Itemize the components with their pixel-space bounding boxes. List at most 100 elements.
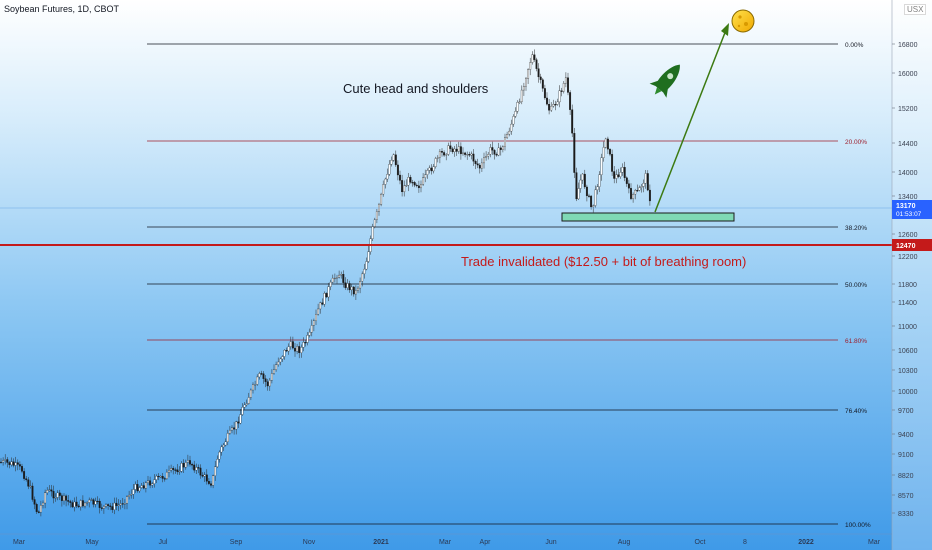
candle-body xyxy=(357,287,359,291)
candle-body xyxy=(384,178,387,185)
y-tick-label: 11000 xyxy=(898,324,917,331)
candle-body xyxy=(327,286,330,298)
candle-body xyxy=(262,373,265,379)
candle-body xyxy=(92,499,95,505)
candle-body xyxy=(243,404,246,408)
candle-body xyxy=(606,138,609,150)
candle-body xyxy=(342,274,345,283)
candle-body xyxy=(413,182,416,186)
candle-body xyxy=(373,219,376,227)
candle-body xyxy=(602,147,605,158)
candle-body xyxy=(144,482,147,489)
candle-body xyxy=(447,145,450,155)
y-tick-label: 11400 xyxy=(898,300,917,307)
candle-body xyxy=(579,179,582,189)
candle-body xyxy=(346,283,349,288)
currency-badge[interactable]: USX xyxy=(904,4,927,15)
y-tick-label: 9700 xyxy=(898,408,914,415)
candle-body xyxy=(531,54,534,63)
candle-body xyxy=(518,101,521,103)
candle-body xyxy=(289,341,292,347)
rocket-icon xyxy=(649,64,680,98)
candle-body xyxy=(550,105,553,111)
candle-body xyxy=(46,490,49,493)
candle-body xyxy=(527,69,530,79)
candle-body xyxy=(594,189,597,206)
candle-body xyxy=(501,146,504,150)
candle-body xyxy=(403,185,406,193)
candle-body xyxy=(226,433,229,442)
candle-body xyxy=(130,494,133,496)
invalidation-price-tag xyxy=(892,239,932,251)
candle-body xyxy=(468,154,471,156)
candle-body xyxy=(84,502,86,507)
candle-body xyxy=(510,123,513,132)
candle-body xyxy=(98,500,101,508)
candle-body xyxy=(457,146,460,152)
candle-body xyxy=(176,469,179,472)
candle-body xyxy=(640,186,643,188)
y-tick-label: 10300 xyxy=(898,368,918,375)
candle-body xyxy=(417,185,420,189)
candle-body xyxy=(552,104,555,107)
candle-body xyxy=(63,495,65,501)
candle-body xyxy=(617,174,620,177)
candle-body xyxy=(392,154,395,161)
candle-body xyxy=(306,335,309,343)
target-arrow xyxy=(654,29,727,213)
candle-body xyxy=(491,147,494,151)
candle-body xyxy=(604,138,607,148)
candle-body xyxy=(25,478,28,480)
candle-body xyxy=(65,495,68,501)
candle-body xyxy=(4,459,7,461)
candle-body xyxy=(401,180,404,193)
candle-body xyxy=(336,277,338,279)
candle-body xyxy=(277,361,280,365)
candle-body xyxy=(432,166,435,172)
candle-body xyxy=(260,373,263,375)
candle-body xyxy=(67,500,70,502)
candle-body xyxy=(212,475,215,486)
candle-body xyxy=(168,470,170,473)
candle-body xyxy=(81,500,84,507)
candle-body xyxy=(480,162,483,169)
candle-body xyxy=(165,471,168,479)
candle-body xyxy=(71,502,74,508)
candle-body xyxy=(546,97,548,105)
candle-body xyxy=(245,403,248,406)
candle-body xyxy=(556,101,559,105)
candle-body xyxy=(128,494,131,497)
candle-body xyxy=(300,347,303,353)
candles xyxy=(0,49,651,517)
candle-body xyxy=(390,160,393,165)
candle-body xyxy=(499,147,502,150)
y-tick-label: 13400 xyxy=(898,194,918,201)
candle-body xyxy=(478,164,481,169)
candle-body xyxy=(21,466,23,472)
candle-body xyxy=(249,389,252,398)
candle-body xyxy=(453,148,456,153)
candle-body xyxy=(149,480,152,486)
candle-body xyxy=(214,466,217,476)
candle-body xyxy=(235,421,238,430)
candle-body xyxy=(302,342,305,348)
candle-body xyxy=(218,451,221,460)
candle-body xyxy=(451,148,454,153)
candle-body xyxy=(577,188,580,200)
candle-body xyxy=(195,467,198,471)
head-shoulders-note: Cute head and shoulders xyxy=(343,81,489,96)
candle-body xyxy=(407,177,410,186)
candle-body xyxy=(136,484,139,492)
candle-body xyxy=(329,281,332,287)
candle-body xyxy=(636,190,639,192)
candle-body xyxy=(153,479,156,484)
candle-body xyxy=(430,167,433,172)
candle-body xyxy=(470,153,473,156)
candle-body xyxy=(184,462,187,468)
fib-level-label: 100.00% xyxy=(845,522,871,529)
candle-body xyxy=(44,492,47,504)
candle-body xyxy=(522,86,525,91)
candle-body xyxy=(268,380,271,387)
candle-body xyxy=(304,342,307,344)
